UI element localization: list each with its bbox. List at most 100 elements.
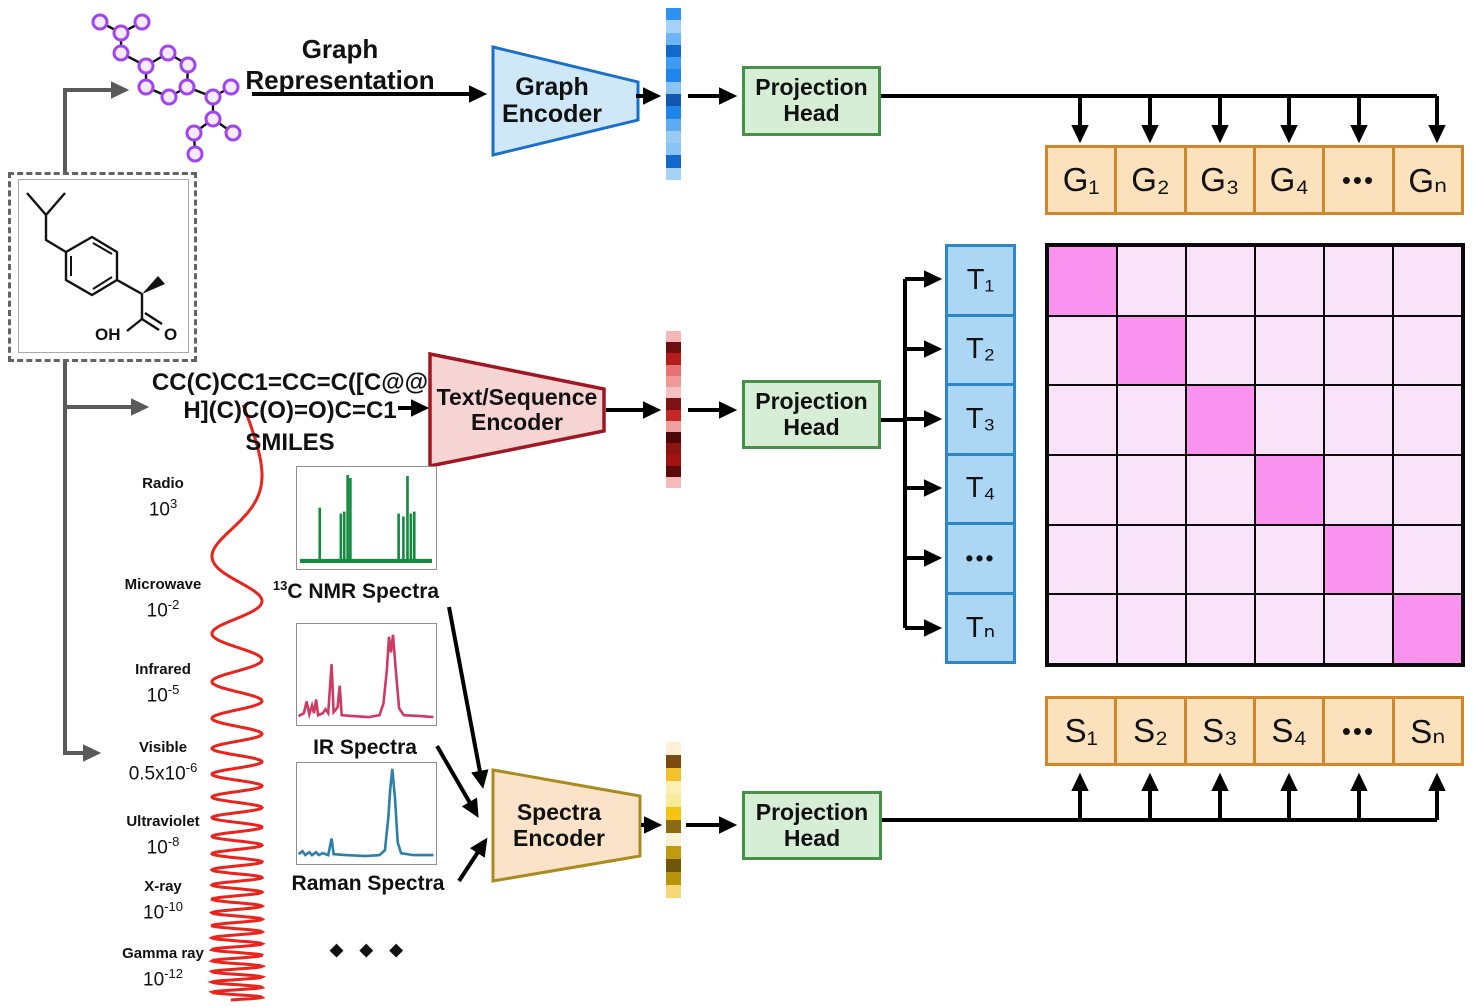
matrix-cell: [1186, 594, 1255, 664]
vector-segment: [666, 755, 681, 768]
matrix-cell: [1048, 524, 1117, 595]
s-cell: S₃: [1183, 699, 1253, 763]
vector-segment: [666, 872, 681, 885]
matrix-cell: [1393, 246, 1462, 316]
matrix-cell: [1255, 594, 1324, 664]
spectra-encoder: Spectra Encoder: [512, 799, 606, 851]
matrix-cell: [1255, 385, 1324, 455]
g-cell-ellipsis: •••: [1322, 148, 1391, 212]
g-cell: G₃: [1183, 148, 1253, 212]
vector-segment: [666, 364, 681, 376]
matrix-cell: [1255, 246, 1324, 316]
em-band-ultraviolet: Ultraviolet 10-8: [126, 813, 200, 859]
vector-segment: [666, 44, 681, 58]
vector-segment: [666, 833, 681, 846]
matrix-cell: [1324, 454, 1393, 525]
matrix-cell: [1048, 594, 1117, 664]
matrix-cell: [1324, 594, 1393, 664]
matrix-cell: [1117, 385, 1186, 455]
s-cell: Sₙ: [1391, 699, 1461, 763]
vector-segment: [666, 331, 681, 343]
vector-segment: [666, 794, 681, 807]
vector-segment: [666, 420, 681, 432]
matrix-cell: [1048, 315, 1117, 386]
em-band-xray: X-ray 10-10: [143, 878, 183, 924]
vector-segment: [666, 81, 681, 94]
matrix-cell: [1048, 454, 1117, 525]
vector-segment: [666, 454, 681, 466]
matrix-cell: [1393, 524, 1462, 595]
raman-spectrum-label: Raman Spectra: [291, 872, 445, 895]
s-cell: S₁: [1064, 712, 1098, 749]
spectra-embedding-vector: [666, 742, 681, 898]
matrix-cell-diagonal: [1117, 315, 1186, 386]
matrix-cell: [1324, 246, 1393, 316]
vector-segment: [666, 768, 681, 781]
vector-segment: [666, 409, 681, 421]
vector-segment: [666, 8, 681, 21]
s-cell-ellipsis: •••: [1322, 699, 1391, 763]
matrix-cell-diagonal: [1324, 524, 1393, 595]
vector-segment: [666, 846, 681, 859]
em-band-radio: Radio 103: [142, 475, 184, 521]
s-cell: S₂: [1114, 699, 1183, 763]
em-band-infrared: Infrared 10-5: [135, 661, 191, 707]
smiles-line2: H](C)C(O)=O)C=C1: [183, 397, 397, 425]
vector-segment: [666, 431, 681, 444]
matrix-cell-diagonal: [1186, 385, 1255, 455]
text-embedding-vector: [666, 331, 681, 489]
em-band-gamma: Gamma ray 10-12: [122, 945, 204, 991]
vector-segment: [666, 375, 681, 388]
vector-segment: [666, 342, 681, 354]
matrix-cell: [1393, 385, 1462, 455]
t-cell: T₁: [966, 263, 995, 296]
vector-segment: [666, 69, 681, 82]
ir-spectrum-card: [296, 623, 437, 726]
t-cell: T₃: [948, 383, 1013, 453]
vector-segment: [666, 93, 681, 107]
more-spectra-dots-icon: ◆ ◆ ◆: [330, 940, 409, 959]
o-label: O: [164, 325, 178, 344]
matrix-cell: [1117, 454, 1186, 525]
vector-segment: [666, 155, 681, 168]
molecule-structure-box: OH O: [18, 179, 189, 353]
g-cell: G₄: [1252, 148, 1322, 212]
g-cell: G₂: [1114, 148, 1183, 212]
raman-spectrum-card: [296, 762, 437, 865]
smiles-line1: CC(C)CC1=CC=C([C@@: [151, 369, 429, 396]
projection-head-spectra: Projection Head: [742, 791, 882, 860]
t-cell: Tₙ: [948, 591, 1013, 662]
matrix-cell: [1255, 315, 1324, 386]
similarity-matrix: [1045, 243, 1465, 667]
matrix-cell: [1186, 524, 1255, 595]
graph-encoder: Graph Encoder: [501, 72, 603, 128]
matrix-cell: [1186, 246, 1255, 316]
matrix-cell: [1324, 385, 1393, 455]
vector-segment: [666, 742, 681, 755]
vector-segment: [666, 465, 681, 477]
vector-segment: [666, 20, 681, 33]
matrix-cell-diagonal: [1255, 454, 1324, 525]
vector-segment: [666, 387, 681, 399]
t-cell: T₄: [948, 452, 1013, 523]
graph-embedding-vector: [666, 8, 681, 180]
matrix-cell: [1393, 454, 1462, 525]
matrix-cell: [1117, 246, 1186, 316]
matrix-cell: [1117, 594, 1186, 664]
vector-segment: [666, 807, 681, 820]
text-token-column: T₁ T₂ T₃ T₄ ••• Tₙ: [945, 244, 1016, 664]
t-cell-ellipsis: •••: [948, 522, 1013, 592]
matrix-cell: [1186, 315, 1255, 386]
matrix-cell: [1186, 454, 1255, 525]
graph-token-row: G₁ G₂ G₃ G₄ ••• Gₙ: [1045, 145, 1464, 215]
vector-segment: [666, 476, 681, 489]
matrix-cell: [1117, 524, 1186, 595]
vector-segment: [666, 130, 681, 144]
vector-segment: [666, 353, 681, 365]
vector-segment: [666, 57, 681, 70]
vector-segment: [666, 443, 681, 455]
nmr-spectrum-label: 13C NMR Spectra: [272, 578, 440, 603]
vector-segment: [666, 32, 681, 45]
text-sequence-encoder: Text/Sequence Encoder: [436, 383, 598, 435]
